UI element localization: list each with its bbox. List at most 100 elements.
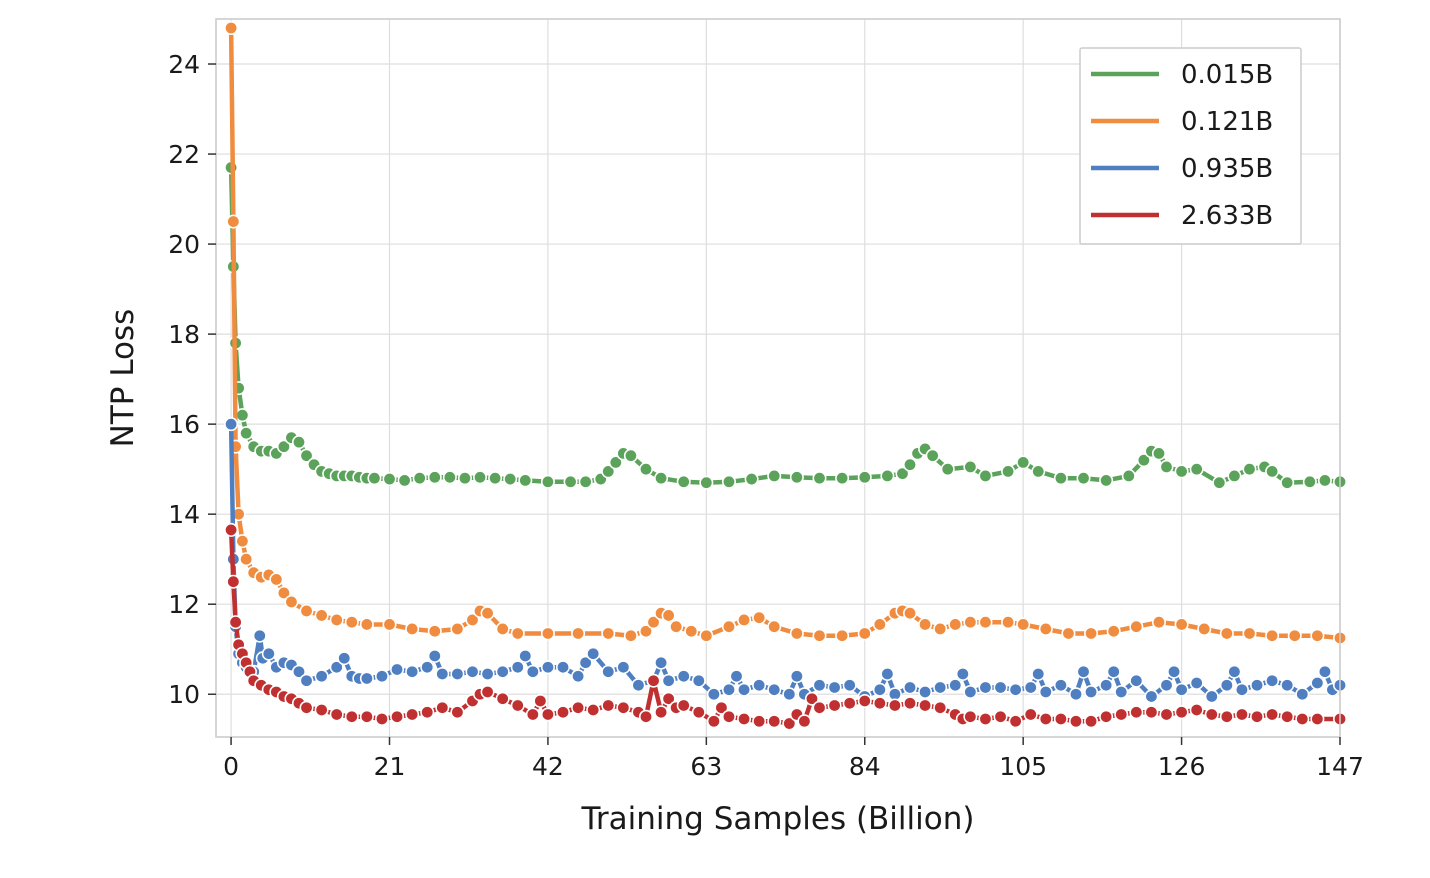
data-point xyxy=(1023,680,1038,695)
data-point xyxy=(767,682,782,697)
data-point xyxy=(390,662,405,677)
data-point xyxy=(1016,617,1031,632)
data-point xyxy=(314,608,329,623)
data-point xyxy=(872,617,887,632)
data-point xyxy=(1250,709,1265,724)
data-point xyxy=(510,698,525,713)
series-2.633B xyxy=(224,522,1348,731)
data-point xyxy=(382,617,397,632)
data-point xyxy=(1280,678,1295,693)
series-line xyxy=(228,421,1343,699)
data-point xyxy=(721,619,736,634)
data-point xyxy=(1265,673,1280,688)
data-point xyxy=(337,651,352,666)
data-point xyxy=(224,522,239,537)
data-point xyxy=(1227,468,1242,483)
data-point xyxy=(601,626,616,641)
data-point xyxy=(1310,675,1325,690)
data-point xyxy=(857,470,872,485)
data-point xyxy=(797,714,812,729)
data-point xyxy=(601,698,616,713)
data-point xyxy=(744,472,759,487)
data-point xyxy=(1265,628,1280,643)
x-axis-title: Training Samples (Billion) xyxy=(581,801,975,837)
data-point xyxy=(525,664,540,679)
data-point xyxy=(903,457,918,472)
series-line xyxy=(228,25,1343,641)
data-point xyxy=(1317,664,1332,679)
data-point xyxy=(1144,689,1159,704)
data-point xyxy=(1189,702,1204,717)
data-point xyxy=(812,628,827,643)
data-point xyxy=(586,702,601,717)
x-tick-label: 84 xyxy=(849,752,881,781)
data-point xyxy=(540,474,555,489)
data-point xyxy=(397,473,412,488)
data-point xyxy=(918,698,933,713)
data-point xyxy=(276,439,291,454)
data-point xyxy=(299,700,314,715)
data-point xyxy=(1151,446,1166,461)
data-point xyxy=(503,472,518,487)
data-point xyxy=(857,693,872,708)
data-point xyxy=(1280,709,1295,724)
data-point xyxy=(405,707,420,722)
data-point xyxy=(224,21,239,36)
data-point xyxy=(812,678,827,693)
data-point xyxy=(1250,678,1265,693)
data-point xyxy=(638,462,653,477)
data-point xyxy=(925,448,940,463)
data-point xyxy=(676,669,691,684)
data-point xyxy=(887,698,902,713)
data-point xyxy=(1234,707,1249,722)
x-tick-label: 42 xyxy=(532,752,564,781)
data-point xyxy=(1099,709,1114,724)
data-point xyxy=(1227,664,1242,679)
data-point xyxy=(1001,615,1016,630)
data-point xyxy=(1129,673,1144,688)
data-point xyxy=(571,626,586,641)
data-point xyxy=(1053,711,1068,726)
data-point xyxy=(329,707,344,722)
data-point xyxy=(880,666,895,681)
data-point xyxy=(518,648,533,663)
data-point xyxy=(1099,678,1114,693)
data-point xyxy=(623,628,638,643)
data-point xyxy=(903,696,918,711)
data-point xyxy=(872,696,887,711)
data-point xyxy=(963,615,978,630)
data-point xyxy=(631,678,646,693)
data-point xyxy=(1038,711,1053,726)
data-point xyxy=(812,700,827,715)
data-point xyxy=(556,705,571,720)
x-tick-label: 0 xyxy=(223,752,239,781)
data-point xyxy=(235,408,250,423)
data-point xyxy=(933,621,948,636)
data-point xyxy=(374,669,389,684)
data-point xyxy=(224,417,239,432)
data-point xyxy=(1174,464,1189,479)
data-point xyxy=(752,610,767,625)
data-point xyxy=(1151,615,1166,630)
data-point xyxy=(1084,626,1099,641)
data-point xyxy=(782,716,797,731)
y-axis-title: NTP Loss xyxy=(105,309,141,448)
data-point xyxy=(465,664,480,679)
data-point xyxy=(1008,682,1023,697)
data-point xyxy=(654,705,669,720)
data-point xyxy=(420,705,435,720)
data-point xyxy=(1159,678,1174,693)
series-lines xyxy=(224,21,1348,731)
data-point xyxy=(299,603,314,618)
data-point xyxy=(1106,664,1121,679)
data-point xyxy=(571,700,586,715)
data-point xyxy=(540,707,555,722)
data-point xyxy=(1038,684,1053,699)
data-point xyxy=(226,214,241,229)
data-point xyxy=(1031,666,1046,681)
data-point xyxy=(714,700,729,715)
data-point xyxy=(480,606,495,621)
x-tick-label: 126 xyxy=(1158,752,1206,781)
data-point xyxy=(556,660,571,675)
data-point xyxy=(442,470,457,485)
